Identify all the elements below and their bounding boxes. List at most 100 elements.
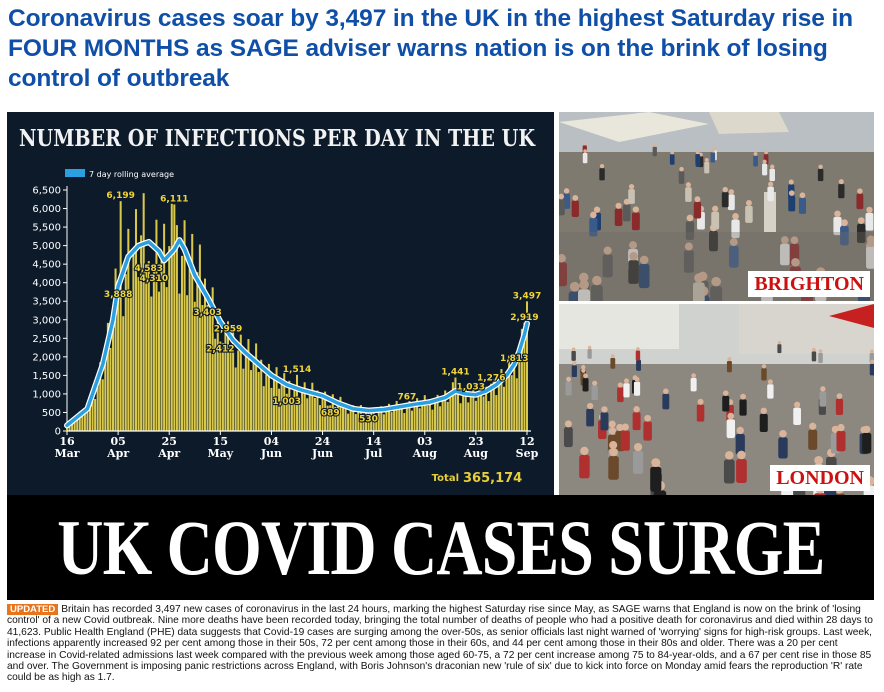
chart-bar (280, 379, 283, 431)
chart-bar (370, 412, 373, 431)
data-label: 1,033 (457, 383, 485, 393)
chart-bar (293, 390, 296, 431)
chart-bar (129, 293, 132, 431)
chart-bar (73, 421, 76, 431)
chart-bar (334, 406, 337, 431)
chart-bar (311, 382, 314, 431)
chart-bar (214, 338, 217, 431)
data-label: 1,441 (441, 368, 469, 378)
data-label: 767 (397, 393, 416, 403)
total-value: 365,174 (463, 471, 522, 486)
chart-bar (324, 391, 327, 431)
chart-bar (398, 409, 401, 431)
x-tick-day: 16 (59, 435, 75, 448)
chart-bar (313, 397, 316, 431)
chart-bar (81, 415, 84, 431)
x-tick-month: Mar (54, 447, 79, 460)
chart-bar (298, 398, 301, 431)
chart-bar (175, 225, 178, 431)
chart-bar (474, 400, 477, 431)
chart-bar (124, 274, 127, 431)
chart-bar (114, 268, 117, 431)
brighton-photo: BRIGHTON (559, 112, 874, 301)
x-tick-day: 12 (519, 435, 534, 448)
chart-bar (393, 406, 396, 431)
chart-title: NUMBER OF INFECTIONS PER DAY IN THE UK (19, 125, 536, 152)
chart-bar (408, 401, 411, 431)
headline-banner: UK COVID CASES SURGE (7, 495, 874, 600)
x-tick-month: Apr (106, 447, 129, 460)
chart-bar (395, 400, 398, 431)
chart-bar (216, 317, 219, 431)
chart-bar (497, 382, 500, 431)
photo-label-london: LONDON (770, 465, 870, 491)
article-text: Britain has recorded 3,497 new cases of … (7, 604, 873, 684)
chart-bar (157, 291, 161, 431)
chart-bar (495, 395, 498, 431)
chart-bar (68, 423, 71, 431)
chart-bar (500, 369, 503, 431)
chart-bar (104, 353, 107, 431)
chart-bar (145, 264, 148, 431)
y-tick-label: 0 (55, 427, 61, 438)
y-tick-label: 1,500 (32, 371, 61, 382)
chart-bar (477, 391, 480, 431)
chart-bar (221, 343, 224, 431)
chart-bar (423, 395, 426, 431)
chart-bar (451, 382, 454, 431)
chart-bar (232, 330, 235, 431)
legend-swatch (65, 169, 85, 177)
chart-bar (515, 378, 518, 431)
y-tick-label: 2,000 (32, 352, 61, 363)
rolling-average-line (65, 238, 529, 428)
data-label: 2,412 (206, 345, 234, 355)
chart-bar (206, 304, 209, 431)
chart-bar (224, 323, 227, 431)
chart-bar (285, 393, 288, 431)
total-label: Total (432, 473, 459, 484)
chart-bar (183, 220, 186, 431)
chart-bar (244, 353, 247, 431)
chart-bar (354, 413, 357, 431)
chart-bar (83, 409, 86, 431)
chart-bar (88, 404, 92, 431)
y-tick-label: 3,000 (32, 315, 61, 326)
chart-bar (513, 363, 516, 431)
x-tick-day: 15 (213, 435, 228, 448)
chart-bar (109, 347, 112, 431)
y-tick-label: 5,000 (32, 241, 61, 252)
x-tick-month: Aug (412, 447, 438, 460)
headline: Coronavirus cases soar by 3,497 in the U… (8, 5, 854, 92)
chart-bar (367, 411, 370, 431)
chart-bar (209, 310, 212, 431)
chart-bar (472, 386, 475, 431)
data-label: 3,888 (104, 290, 132, 300)
chart-bar (492, 379, 495, 431)
chart-bar (439, 406, 442, 431)
chart-bar (111, 314, 115, 431)
london-street-image (559, 304, 874, 495)
x-tick-month: Jun (311, 447, 333, 460)
chart-bar (239, 334, 242, 431)
chart-bar (347, 413, 350, 431)
chart-bar (459, 403, 462, 431)
chart-bar (91, 390, 94, 431)
y-tick-label: 6,000 (32, 204, 61, 215)
chart-bar (117, 286, 120, 431)
chart-bar (201, 304, 204, 431)
photo-label-brighton: BRIGHTON (748, 271, 870, 297)
chart-bar (211, 287, 214, 431)
x-tick-month: Apr (157, 447, 180, 460)
chart-bar (510, 375, 513, 431)
y-tick-label: 3,500 (32, 297, 61, 308)
y-tick-label: 6,500 (32, 186, 61, 197)
chart-bar (290, 398, 293, 431)
chart-bar (295, 374, 299, 431)
data-label: 3,497 (513, 291, 541, 301)
data-label: 1,813 (500, 354, 528, 364)
chart-bar (479, 382, 483, 431)
chart-bar (431, 409, 434, 431)
chart-bar (454, 377, 457, 431)
chart-bar (523, 322, 526, 431)
chart-bar (380, 406, 383, 431)
